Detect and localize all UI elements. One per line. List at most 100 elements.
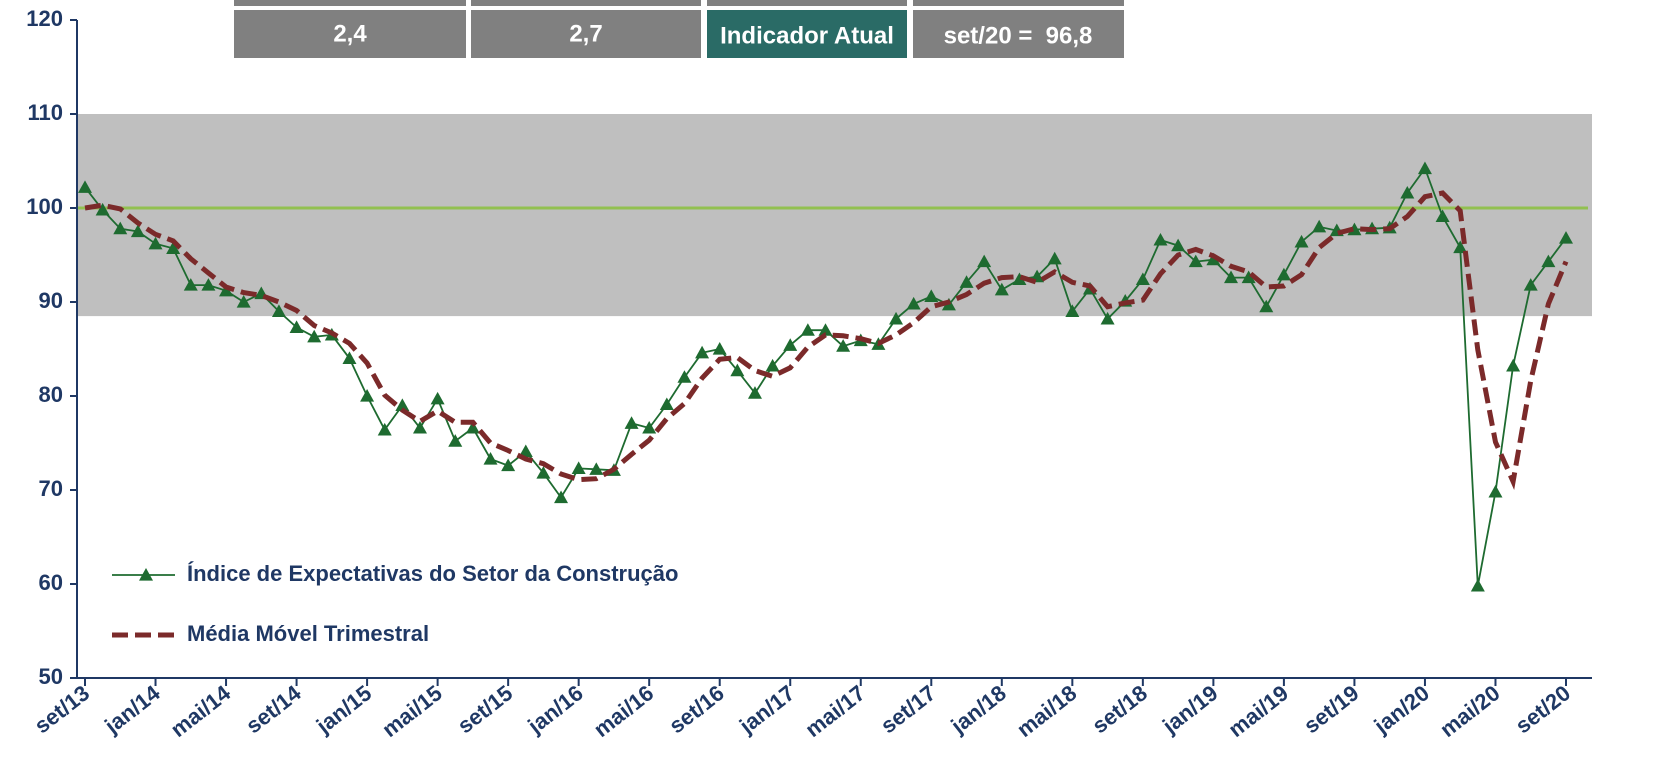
marker — [113, 221, 128, 235]
marker — [518, 444, 533, 458]
marker — [1435, 209, 1450, 223]
x-tick-label: jan/15 — [311, 680, 376, 739]
table-cell — [913, 10, 1124, 58]
marker — [889, 311, 904, 325]
y-tick-label: 90 — [39, 288, 63, 313]
marker — [430, 391, 445, 405]
marker — [994, 282, 1009, 296]
table-cell — [471, 10, 701, 58]
marker — [412, 420, 427, 434]
marker — [148, 236, 163, 250]
marker — [219, 283, 234, 297]
table-text: set/20 = 96,8 — [944, 22, 1093, 49]
marker — [1047, 251, 1062, 265]
marker — [1506, 358, 1521, 372]
marker — [800, 323, 815, 336]
table-cell — [234, 0, 466, 6]
marker — [1453, 240, 1468, 254]
x-tick-label: set/14 — [241, 680, 306, 739]
marker — [1259, 299, 1274, 313]
x-tick-label: jan/17 — [734, 680, 799, 739]
marker — [1488, 484, 1503, 498]
target-band — [77, 114, 1592, 317]
legend-label: Índice de Expectativas do Setor da Const… — [187, 561, 678, 586]
marker — [465, 420, 480, 434]
marker — [342, 351, 357, 364]
table-cell — [234, 10, 466, 58]
x-tick-label: set/17 — [876, 680, 941, 738]
x-tick-label: set/16 — [664, 680, 729, 738]
marker — [1312, 219, 1327, 233]
x-tick-label: mai/16 — [589, 680, 658, 742]
marker — [360, 389, 375, 402]
x-tick-label: mai/17 — [800, 680, 869, 742]
marker — [959, 275, 974, 288]
x-tick-label: jan/18 — [946, 680, 1011, 739]
marker — [624, 416, 639, 429]
marker — [1100, 311, 1115, 325]
series-line — [84, 190, 1569, 490]
marker — [95, 202, 110, 216]
legend-label: Média Móvel Trimestral — [187, 621, 429, 646]
marker — [483, 451, 498, 465]
marker — [271, 304, 286, 317]
marker — [659, 397, 674, 411]
x-tick-label: jan/20 — [1369, 680, 1434, 739]
table-cell — [913, 0, 1124, 6]
marker — [1400, 185, 1415, 199]
marker — [677, 370, 692, 383]
marker — [501, 458, 516, 472]
marker — [1417, 161, 1432, 175]
marker — [1294, 234, 1309, 248]
marker — [307, 329, 322, 343]
summary-table: 2,4 2,7 Indicador Atual set/20 = 96,8 — [234, 0, 1124, 58]
y-tick-label: 80 — [39, 382, 63, 407]
marker — [377, 422, 392, 436]
x-tick-label: set/20 — [1511, 680, 1576, 738]
table-text: 2,7 — [569, 20, 602, 47]
x-tick-label: jan/19 — [1157, 680, 1222, 739]
marker — [818, 323, 833, 336]
marker — [536, 466, 551, 479]
y-tick-label: 50 — [39, 664, 63, 689]
marker — [730, 363, 745, 377]
marker — [1541, 254, 1556, 268]
marker — [1224, 270, 1239, 284]
y-tick-label: 100 — [26, 194, 63, 219]
x-tick-label: mai/15 — [377, 680, 446, 742]
marker — [289, 320, 304, 333]
x-tick-label: jan/14 — [99, 680, 165, 739]
table-text: 2,4 — [333, 20, 367, 47]
y-tick-label: 70 — [39, 476, 63, 501]
marker — [183, 278, 198, 291]
marker — [201, 278, 216, 291]
marker — [448, 434, 463, 447]
table-cell — [707, 0, 907, 6]
x-tick-label: mai/18 — [1012, 680, 1081, 742]
legend-marker — [139, 568, 153, 581]
marker — [1276, 267, 1291, 281]
marker — [1153, 232, 1168, 246]
table-cell — [707, 10, 907, 58]
marker — [695, 345, 710, 359]
marker — [78, 180, 92, 193]
marker — [130, 224, 145, 238]
table-cell — [471, 0, 701, 6]
y-tick-label: 110 — [28, 100, 64, 125]
x-tick-label: set/13 — [30, 680, 95, 738]
marker — [589, 462, 604, 475]
marker — [554, 490, 569, 504]
marker — [765, 358, 780, 372]
marker — [642, 420, 657, 434]
x-tick-label: mai/19 — [1224, 680, 1293, 742]
y-tick-label: 60 — [39, 570, 63, 595]
series — [84, 190, 1569, 490]
marker — [906, 296, 921, 310]
marker — [395, 398, 410, 411]
marker — [924, 289, 939, 302]
marker — [836, 339, 851, 352]
marker — [571, 461, 586, 474]
marker — [166, 241, 181, 255]
x-tick-label: set/19 — [1299, 680, 1364, 738]
